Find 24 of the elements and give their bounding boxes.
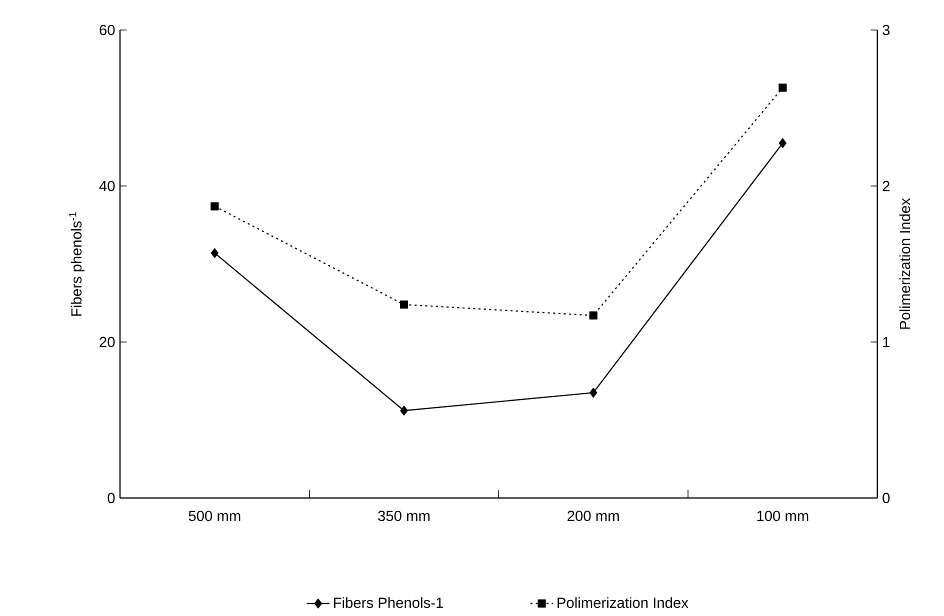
x-tick-label: 100 mm bbox=[757, 510, 808, 522]
y2-tick-label: 1 bbox=[883, 336, 890, 348]
y-tick-label: 40 bbox=[99, 180, 115, 192]
point bbox=[400, 300, 408, 309]
x-tick-label: 200 mm bbox=[568, 510, 619, 522]
legend-label: Polimerization Index bbox=[558, 597, 688, 608]
y-axis-title: Fibers phenols$^{-1}$ bbox=[69, 212, 84, 316]
y2-tick-label: 2 bbox=[882, 180, 890, 192]
legend-label: Fibers Phenols-1 bbox=[334, 597, 443, 608]
point bbox=[210, 202, 219, 210]
y2-axis-title: Polimerization Index bbox=[899, 198, 910, 329]
point bbox=[400, 406, 408, 416]
point bbox=[210, 248, 218, 258]
y2-tick-label: 3 bbox=[882, 24, 890, 36]
y2-tick-label: 0 bbox=[882, 492, 890, 504]
x-tick-label: 500 mm bbox=[188, 510, 240, 522]
y-tick-label: 0 bbox=[108, 492, 115, 504]
point bbox=[590, 388, 598, 398]
point bbox=[778, 84, 787, 92]
y-tick-label: 60 bbox=[100, 24, 115, 36]
y-tick-label: 20 bbox=[100, 336, 115, 348]
x-tick-label: 350 mm bbox=[378, 510, 430, 522]
point bbox=[589, 311, 598, 320]
point bbox=[778, 138, 786, 148]
